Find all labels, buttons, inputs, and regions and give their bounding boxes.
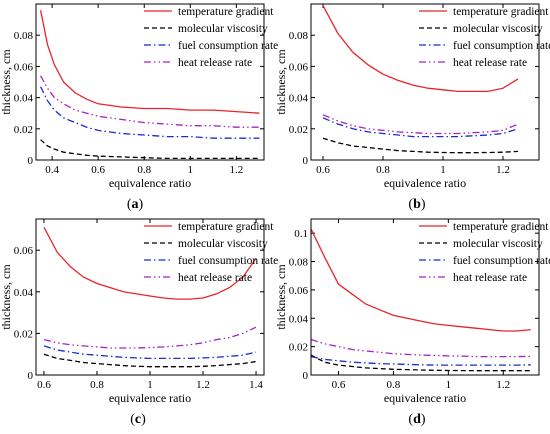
panel-d-legend-label-molecular-viscosity: molecular viscosity	[453, 238, 543, 250]
panel-b-x-axis-label: equivalence ratio	[384, 176, 466, 190]
panel-c-ytick-label: 0.02	[14, 328, 33, 340]
panel-a-xtick-label: 0.4	[45, 164, 59, 176]
panel-a-xtick-label: 1.2	[229, 164, 243, 176]
panel-b-ytick-label: 0	[303, 155, 309, 167]
panel-b-legend-label-temperature-gradient: temperature gradient	[453, 6, 549, 18]
panel-d-legend-label-fuel-consumption-rate: fuel consumption rate	[453, 255, 550, 267]
panel-d-y-axis-label: thickness, cm	[274, 264, 288, 330]
panel-b-plot-frame	[310, 3, 540, 161]
panel-a-x-axis-label: equivalence ratio	[109, 176, 191, 190]
panel-b-xtick-label: 1	[440, 164, 446, 176]
panel-c-series-heat-release-rate	[43, 326, 257, 349]
panel-d-plot-frame	[310, 218, 540, 376]
panel-b-legend-label-molecular-viscosity: molecular viscosity	[453, 23, 543, 35]
panel-b-series-temperature-gradient	[322, 5, 519, 93]
panel-c-ytick-label: 0	[28, 370, 34, 382]
panel-c-series-temperature-gradient	[43, 226, 257, 300]
panel-a-legend-label-heat-release-rate: heat release rate	[178, 57, 252, 69]
panel-c-legend-label-temperature-gradient: temperature gradient	[178, 221, 274, 233]
panel-d-series-temperature-gradient	[310, 228, 531, 332]
panel-b-ytick-label: 0.08	[289, 30, 309, 42]
panel-b-legend-label-heat-release-rate: heat release rate	[453, 57, 527, 69]
panel-c-ytick-label: 0.04	[14, 287, 34, 299]
panel-d-ytick-label: 0.02	[289, 342, 308, 354]
panel-d-ytick-label: 0.08	[289, 257, 309, 269]
panel-c-caption: (c)	[130, 412, 146, 427]
panel-c-xtick-label: 0.8	[90, 379, 104, 391]
panel-b-y-axis-label: thickness, cm	[274, 49, 288, 115]
panel-a-series-molecular-viscosity	[40, 139, 260, 160]
panel-a-xtick-label: 1	[188, 164, 194, 176]
panel-d-ytick-label: 0.1	[294, 228, 308, 240]
panel-d-ytick-label: 0.04	[289, 313, 309, 325]
panel-d-x-axis-label: equivalence ratio	[384, 391, 466, 405]
panel-c-ytick-label: 0.06	[14, 245, 34, 257]
panel-b-xtick-label: 1.2	[496, 164, 510, 176]
panel-b-xtick-label: 0.6	[316, 164, 330, 176]
panel-c-plot-frame	[35, 218, 265, 376]
panel-c-x-axis-label: equivalence ratio	[109, 391, 191, 405]
panel-d-caption: (d)	[408, 412, 426, 427]
panel-c-series-molecular-viscosity	[43, 353, 257, 368]
panel-a-series-fuel-consumption-rate	[40, 86, 260, 139]
panel-c-series-fuel-consumption-rate	[43, 345, 257, 360]
panel-c-y-axis-label: thickness, cm	[0, 264, 13, 330]
panel-b-ytick-label: 0.06	[289, 61, 309, 73]
panel-c-xtick-label: 1	[147, 379, 153, 391]
panel-b-ytick-label: 0.04	[289, 93, 309, 105]
panel-d-series-heat-release-rate	[310, 338, 531, 358]
panel-d-xtick-label: 1	[446, 379, 452, 391]
panel-c-legend-label-heat-release-rate: heat release rate	[178, 272, 252, 284]
panel-d-legend-label-heat-release-rate: heat release rate	[453, 272, 527, 284]
panel-c-legend-label-molecular-viscosity: molecular viscosity	[178, 238, 268, 250]
panel-a-ytick-label: 0	[28, 155, 34, 167]
panel-a-ytick-label: 0.02	[14, 124, 33, 136]
panel-a-series-heat-release-rate	[40, 75, 260, 128]
panel-b-series-molecular-viscosity	[322, 137, 519, 154]
panel-a-caption: (a)	[126, 197, 144, 212]
panel-a-ytick-label: 0.08	[14, 30, 34, 42]
panel-d-ytick-label: 0	[303, 370, 309, 382]
panel-d-legend-label-temperature-gradient: temperature gradient	[453, 221, 549, 233]
panel-a-legend-label-molecular-viscosity: molecular viscosity	[178, 23, 268, 35]
panel-b-legend-label-fuel-consumption-rate: fuel consumption rate	[453, 40, 550, 52]
panel-a-xtick-label: 0.8	[137, 164, 151, 176]
panel-c-xtick-label: 1.4	[249, 379, 263, 391]
panel-d-xtick-label: 1.2	[496, 379, 510, 391]
panel-c-chart: 0.6 0.8 1 1.2 1.4 0 0.02 0.04 0.06 equivalence ra…	[0, 218, 278, 405]
panel-b-chart: 0.6 0.8 1 1.2 0 0.02 0.04 0.06 0.08 equivalence r…	[274, 3, 550, 190]
panel-d-ytick-label: 0.06	[289, 285, 309, 297]
panel-a-legend-label-temperature-gradient: temperature gradient	[178, 6, 274, 18]
panel-d-chart: 0.6 0.8 1 1.2 0 0.02 0.04 0.06 0.08 0.1 equivalenc…	[274, 218, 550, 405]
panel-a-y-axis-label: thickness, cm	[0, 49, 13, 115]
panel-a-chart: 0.4 0.6 0.8 1 1.2 0 0.02 0.04 0.06 0.08 equivalenc…	[0, 3, 278, 190]
panel-c-legend-label-fuel-consumption-rate: fuel consumption rate	[178, 255, 278, 267]
panel-a-ytick-label: 0.04	[14, 93, 34, 105]
panel-a-plot-frame	[35, 3, 265, 161]
panel-d-xtick-label: 0.6	[332, 379, 346, 391]
panel-c-xtick-label: 1.2	[196, 379, 210, 391]
panel-b-xtick-label: 0.8	[376, 164, 390, 176]
panel-a-legend-label-fuel-consumption-rate: fuel consumption rate	[178, 40, 278, 52]
panel-d-series-fuel-consumption-rate	[310, 355, 531, 366]
panel-c-xtick-label: 0.6	[37, 379, 51, 391]
panel-a-series-temperature-gradient	[39, 10, 260, 114]
panel-a-xtick-label: 0.6	[91, 164, 105, 176]
panel-b-series-heat-release-rate	[322, 114, 519, 135]
panel-b-caption: (b)	[408, 197, 426, 212]
panel-b-series-fuel-consumption-rate	[322, 117, 519, 138]
panel-a-ytick-label: 0.06	[14, 61, 34, 73]
panel-d-xtick-label: 0.8	[387, 379, 401, 391]
panel-d-series-molecular-viscosity	[310, 354, 531, 372]
panel-b-ytick-label: 0.02	[289, 124, 308, 136]
